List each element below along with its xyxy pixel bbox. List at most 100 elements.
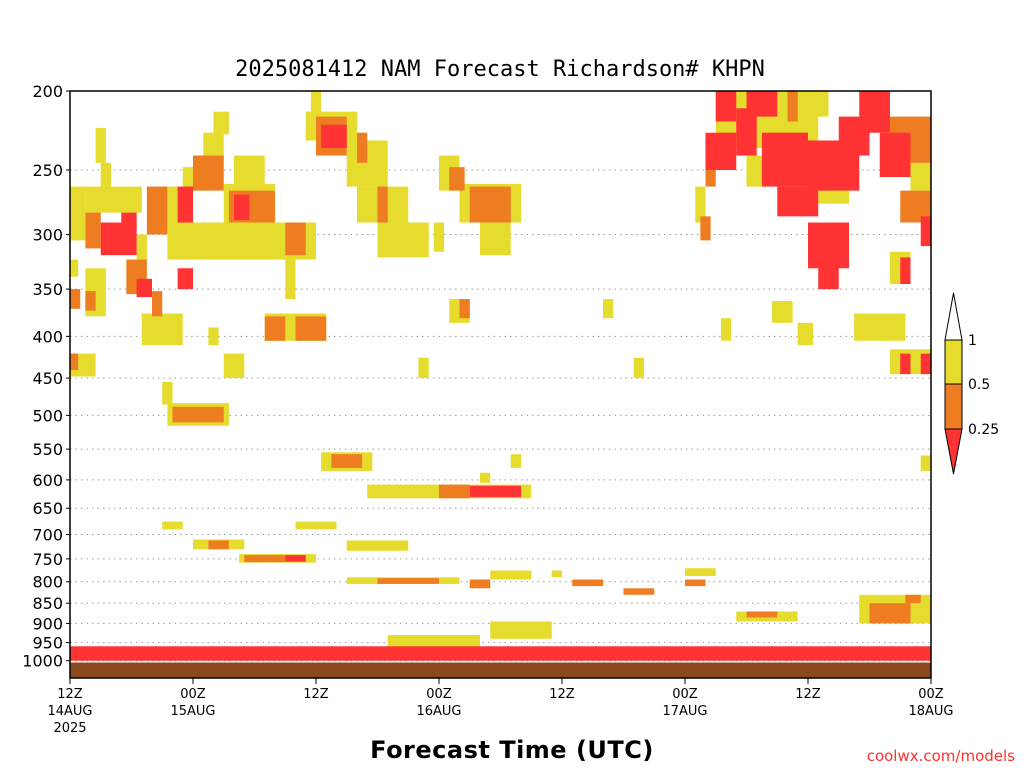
ri-cell	[70, 259, 79, 277]
ri-cell	[95, 127, 106, 163]
ri-cell	[700, 216, 711, 241]
ri-cell	[772, 301, 793, 323]
ri-cell	[879, 132, 911, 178]
colorbar-0.5-1	[944, 339, 963, 385]
y-tick-label: 850	[32, 594, 63, 613]
x-tick-labels: 12Z 14AUG 2025 00Z 15AUG 12Z 00Z 16AUG 12Z 00Z 17A…	[47, 678, 954, 736]
ri-cell	[208, 327, 219, 346]
colorbar-label: 0.5	[968, 377, 990, 393]
ri-cell	[213, 111, 229, 135]
ri-cell	[490, 570, 532, 580]
ri-cell	[162, 381, 173, 405]
ri-cell	[208, 540, 229, 550]
x-tick-label: 12Z	[303, 687, 329, 702]
ri-cell	[203, 132, 224, 163]
plot-frame	[69, 90, 932, 679]
ri-cell	[162, 521, 183, 530]
ri-cell	[141, 313, 183, 346]
ri-cell	[900, 353, 911, 375]
x-tick-label: 18AUG	[908, 704, 953, 719]
ri-cell	[797, 322, 814, 346]
ri-cell	[920, 455, 931, 471]
ri-cell	[377, 222, 429, 258]
ri-cell	[808, 91, 829, 117]
x-tick-label: 00Z	[180, 687, 206, 702]
ri-cell	[910, 162, 931, 191]
ri-cell	[869, 603, 911, 624]
ri-cell	[920, 353, 931, 375]
y-tick-label: 900	[32, 614, 63, 633]
y-tick-label: 250	[32, 161, 63, 180]
ri-cell	[818, 257, 839, 290]
ri-cell	[920, 216, 931, 247]
y-tick-label: 350	[32, 280, 63, 299]
x-tick-label: 14AUG	[47, 704, 92, 719]
ri-cell	[715, 91, 737, 122]
ri-cell	[685, 579, 706, 587]
x-tick-label: 16AUG	[416, 704, 461, 719]
ri-cell	[172, 406, 224, 423]
ri-cell	[136, 234, 147, 260]
ri-cell	[85, 212, 101, 249]
y-tick-label: 500	[32, 406, 63, 425]
ri-cell	[357, 132, 368, 163]
credit-text: coolwx.com/models	[867, 747, 1015, 765]
x-tick-label: 12Z	[795, 687, 821, 702]
y-tick-label: 1000	[22, 652, 63, 671]
x-tick-label: 12Z	[549, 687, 575, 702]
ri-cell	[490, 621, 552, 639]
ri-cell	[521, 570, 532, 578]
ground-surface	[70, 662, 931, 678]
ri-cell	[100, 162, 111, 187]
ri-cell	[854, 313, 906, 341]
ri-cell	[777, 186, 819, 217]
ri-cell	[603, 299, 614, 319]
ri-cell	[705, 132, 737, 170]
ri-cell	[223, 353, 245, 379]
ri-cell	[146, 186, 168, 235]
colorbar-above-1	[944, 292, 963, 341]
ri-cell	[321, 124, 347, 149]
colorbar-label: 0.25	[968, 422, 999, 438]
ri-cell	[449, 167, 465, 191]
ri-cell	[705, 169, 716, 187]
ri-cell	[551, 570, 562, 578]
ri-cell	[736, 108, 757, 156]
ri-cell	[346, 540, 409, 551]
ri-cell	[70, 289, 81, 309]
y-tick-label: 650	[32, 499, 63, 518]
x-tick-label: 15AUG	[170, 704, 215, 719]
ri-cell	[234, 194, 250, 221]
ri-cell	[244, 555, 286, 563]
ri-cell	[480, 222, 511, 256]
ri-cell	[70, 186, 86, 241]
ri-cell	[695, 186, 706, 223]
ri-cell	[418, 357, 429, 379]
y-tick-label: 400	[32, 327, 63, 346]
y-tick-label: 700	[32, 525, 63, 544]
x-tick-label: 00Z	[918, 687, 944, 702]
ri-cell	[377, 186, 388, 223]
ri-cell	[469, 186, 511, 223]
y-tick-label: 950	[32, 634, 63, 653]
ri-cell	[433, 222, 445, 252]
ri-cell	[623, 588, 655, 595]
ri-cell	[510, 454, 521, 468]
ri-cell	[310, 91, 322, 122]
ri-cell	[331, 454, 363, 468]
y-tick-label: 300	[32, 226, 63, 245]
ri-cell	[469, 485, 521, 498]
ri-cell	[905, 594, 921, 604]
x-tick-label: 2025	[53, 721, 86, 736]
x-axis-title: Forecast Time (UTC)	[370, 736, 654, 764]
ri-cell	[193, 155, 224, 191]
ri-cell	[469, 579, 491, 589]
y-tick-label: 450	[32, 369, 63, 388]
ri-cell	[685, 568, 716, 576]
ri-cell	[572, 579, 603, 587]
y-tick-label: 800	[32, 573, 63, 592]
x-tick-label: 12Z	[57, 687, 83, 702]
x-tick-label: 00Z	[426, 687, 452, 702]
y-tick-label: 550	[32, 440, 63, 459]
richardson-cells	[70, 91, 931, 661]
